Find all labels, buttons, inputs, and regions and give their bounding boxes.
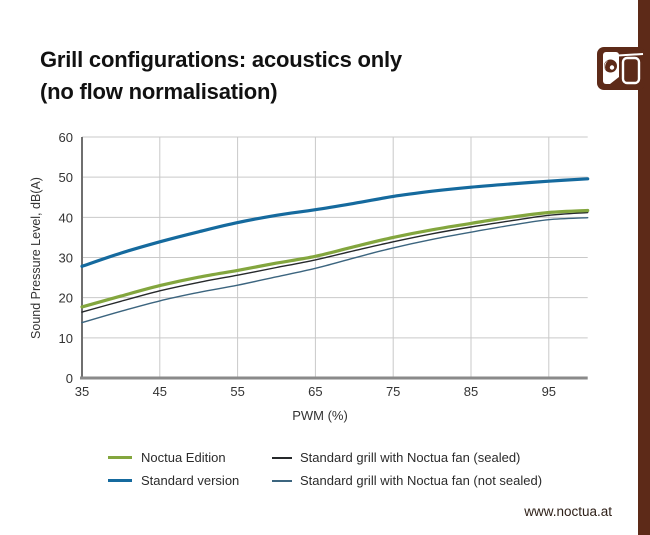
svg-text:85: 85 [464, 384, 478, 399]
svg-text:75: 75 [386, 384, 400, 399]
noctua-owl-fan-icon [603, 52, 644, 85]
legend-label-noctua-edition: Noctua Edition [141, 450, 226, 465]
series-line-2 [81, 211, 589, 313]
page-title: Grill configurations: acoustics only (no… [40, 44, 402, 108]
legend-swatch-not-sealed [272, 479, 292, 482]
svg-text:40: 40 [59, 210, 73, 225]
y-axis-title: Sound Pressure Level, dB(A) [29, 177, 43, 339]
website-url: www.noctua.at [524, 504, 612, 519]
chart-legend: Noctua Edition Standard grill with Noctu… [108, 446, 542, 492]
svg-text:20: 20 [59, 291, 73, 306]
legend-label-standard-version: Standard version [141, 473, 240, 488]
brand-side-bar [638, 0, 650, 535]
svg-text:30: 30 [59, 250, 73, 265]
noctua-logo-badge [597, 47, 645, 90]
series-line-0 [80, 208, 590, 309]
svg-text:50: 50 [59, 170, 73, 185]
svg-text:10: 10 [59, 331, 73, 346]
legend-item-not-sealed: Standard grill with Noctua fan (not seal… [272, 473, 542, 488]
series-line-1 [80, 177, 590, 268]
svg-text:45: 45 [153, 384, 167, 399]
legend-swatch-standard-version [108, 479, 132, 482]
legend-label-not-sealed: Standard grill with Noctua fan (not seal… [300, 473, 543, 488]
legend-label-sealed: Standard grill with Noctua fan (sealed) [300, 450, 521, 465]
x-axis-title: PWM (%) [292, 408, 348, 423]
series-line-3 [81, 217, 589, 324]
legend-item-noctua-edition: Noctua Edition [108, 450, 272, 465]
legend-swatch-sealed [272, 456, 292, 459]
svg-text:55: 55 [230, 384, 244, 399]
legend-row: Standard version Standard grill with Noc… [108, 469, 542, 492]
svg-text:65: 65 [308, 384, 322, 399]
svg-text:35: 35 [75, 384, 89, 399]
page-title-line1: Grill configurations: acoustics only [40, 47, 402, 72]
svg-text:0: 0 [66, 371, 73, 386]
page-title-line2: (no flow normalisation) [40, 79, 278, 104]
legend-item-standard-version: Standard version [108, 473, 272, 488]
svg-text:95: 95 [542, 384, 556, 399]
svg-text:60: 60 [59, 130, 73, 145]
legend-swatch-noctua-edition [108, 456, 132, 459]
legend-row: Noctua Edition Standard grill with Noctu… [108, 446, 542, 469]
legend-item-sealed: Standard grill with Noctua fan (sealed) [272, 450, 520, 465]
